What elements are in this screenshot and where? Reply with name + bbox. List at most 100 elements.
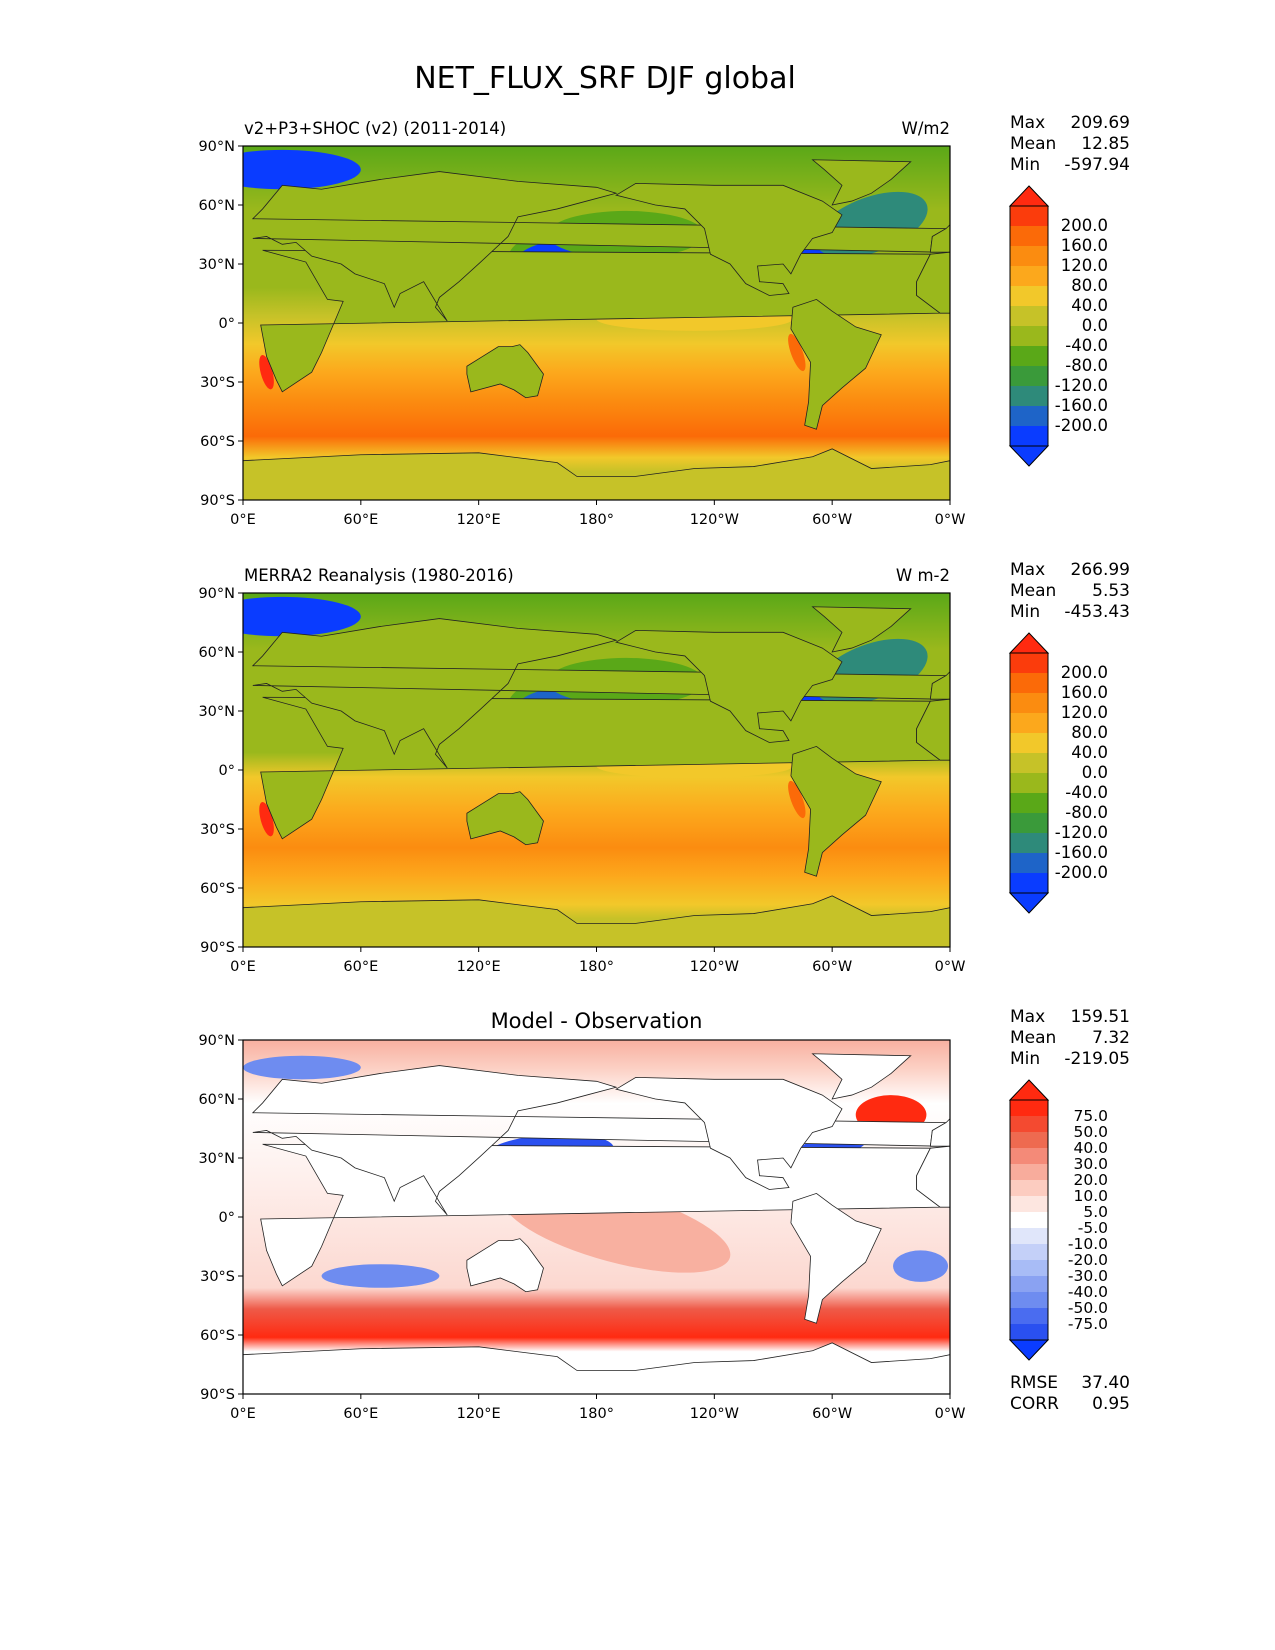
lon-tick-label: 60°W [812, 512, 852, 528]
lon-tick-label: 180° [579, 512, 614, 528]
colorbar-label: 160.0 [1061, 683, 1108, 702]
colorbar-bottom-extend [1008, 892, 1050, 914]
map-field [243, 593, 950, 947]
panel-center-title: Model - Observation [491, 1009, 703, 1033]
stat-label-min: Min [1010, 1049, 1040, 1069]
colorbar-segment [1010, 1276, 1048, 1293]
lon-tick-label: 60°E [343, 1406, 378, 1422]
continent-namerica [615, 182, 843, 296]
colorbar-segment [1010, 673, 1048, 694]
lat-tick-label: 90°N [198, 586, 235, 602]
lat-tick-label: 60°N [198, 645, 235, 661]
panel-left-title: v2+P3+SHOC (v2) (2011-2014) [244, 119, 506, 138]
colorbar-label: 0.0 [1082, 763, 1108, 782]
lat-tick-label: 60°S [200, 1328, 235, 1344]
colorbar-segment [1010, 1292, 1048, 1309]
colorbar-label: 30.0 [1073, 1155, 1108, 1173]
stat-value-rmse: 37.40 [1081, 1373, 1130, 1393]
continent-west-africa [916, 698, 950, 761]
colorbar-segment [1010, 406, 1048, 427]
colorbar-label: -160.0 [1055, 843, 1108, 862]
stat-value-max: 159.51 [1071, 1007, 1130, 1027]
panel-obs: MERRA2 Reanalysis (1980-2016) W m-2 90°N 60… [198, 560, 1130, 975]
lat-tick-label: 30°S [200, 1269, 235, 1285]
continent-greenland [811, 606, 912, 653]
colorbar-segment [1010, 266, 1048, 287]
colorbar-label: 10.0 [1073, 1187, 1108, 1205]
arctic-blue [243, 596, 361, 637]
colorbar-segment [1010, 1148, 1048, 1165]
stat-value-max: 209.69 [1071, 113, 1130, 133]
colorbar-bottom-extend [1008, 445, 1050, 467]
colorbar-segment [1010, 1180, 1048, 1197]
colorbar-label: 5.0 [1083, 1203, 1108, 1221]
figure-title: NET_FLUX_SRF DJF global [414, 61, 796, 96]
benguela-red [259, 802, 274, 837]
lon-tick-label: 120°W [690, 512, 739, 528]
continent-europe_asia [251, 618, 948, 769]
colorbar-top-extend [1008, 1079, 1050, 1101]
colorbar-segment [1010, 1228, 1048, 1245]
colorbar-segment [1010, 366, 1048, 387]
colorbar-label: 80.0 [1071, 276, 1108, 295]
stat-value-max: 266.99 [1071, 560, 1130, 580]
colorbar: 200.0160.0120.080.040.00.0-40.0-80.0-120… [1008, 185, 1108, 467]
colorbar-segment [1010, 306, 1048, 327]
lat-tick-label: 60°N [198, 1092, 235, 1108]
continent-europe_asia [251, 171, 948, 322]
lat-tick-label: 90°N [198, 139, 235, 155]
colorbar-label: -10.0 [1068, 1235, 1108, 1253]
continent-samerica [790, 1192, 882, 1324]
lon-tick-label: 120°W [690, 959, 739, 975]
colorbar-segment [1010, 853, 1048, 874]
continent-australia [466, 1238, 544, 1293]
map-field [243, 1040, 950, 1394]
colorbar-label: 0.0 [1082, 316, 1108, 335]
lat-tick-label: 30°N [198, 1151, 235, 1167]
lon-tick-label: 120°E [457, 1406, 501, 1422]
panel-units: W m-2 [896, 566, 950, 585]
peru-red [788, 780, 806, 819]
lon-tick-label: 120°E [457, 512, 501, 528]
colorbar-segment [1010, 833, 1048, 854]
lat-tick-label: 0° [219, 316, 235, 332]
stat-label-max: Max [1010, 113, 1045, 133]
colorbar-label: -80.0 [1065, 803, 1108, 822]
colorbar-segment [1010, 226, 1048, 247]
stat-value-min: -453.43 [1064, 602, 1130, 622]
colorbar-segment [1010, 1196, 1048, 1213]
colorbar-segment [1010, 246, 1048, 267]
lon-tick-label: 180° [579, 959, 614, 975]
continent-antarctica [243, 1342, 950, 1394]
continent-antarctica [243, 895, 950, 947]
map-field [243, 146, 950, 500]
continent-australia [466, 344, 544, 399]
colorbar-segment [1010, 206, 1048, 227]
colorbar-label: -30.0 [1068, 1267, 1108, 1285]
stat-label-mean: Mean [1010, 581, 1056, 601]
lon-tick-label: 120°E [457, 959, 501, 975]
stat-label-min: Min [1010, 155, 1040, 175]
continent-antarctica [243, 448, 950, 500]
continent-namerica [615, 629, 843, 743]
lon-tick-label: 0°E [230, 1406, 256, 1422]
colorbar-bottom-extend [1008, 1339, 1050, 1361]
continent-west-africa [916, 1145, 950, 1208]
lat-tick-label: 60°S [200, 434, 235, 450]
colorbar-segment [1010, 326, 1048, 347]
stat-label-min: Min [1010, 602, 1040, 622]
lat-tick-label: 90°S [200, 493, 235, 509]
colorbar-segment [1010, 286, 1048, 307]
lon-tick-label: 0°E [230, 959, 256, 975]
lat-tick-label: 90°S [200, 940, 235, 956]
colorbar-segment [1010, 386, 1048, 407]
colorbar-frame [1009, 652, 1049, 894]
benguela-red [259, 355, 274, 390]
colorbar-segment [1010, 713, 1048, 734]
colorbar-segment [1010, 1100, 1048, 1117]
lat-tick-label: 30°S [200, 375, 235, 391]
stat-label-max: Max [1010, 1007, 1045, 1027]
lat-tick-label: 0° [219, 1210, 235, 1226]
lat-tick-label: 90°N [198, 1033, 235, 1049]
